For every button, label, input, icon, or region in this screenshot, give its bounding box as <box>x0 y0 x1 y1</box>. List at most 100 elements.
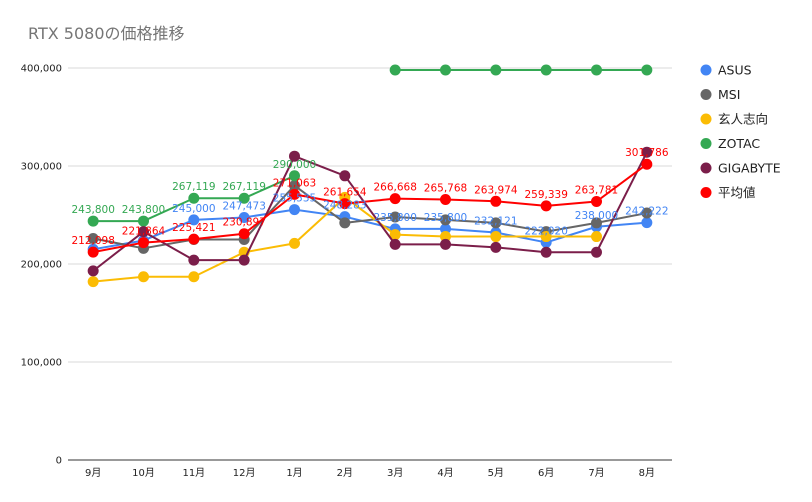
data-point <box>591 64 602 76</box>
data-label: 247,473 <box>222 200 265 212</box>
data-point <box>289 237 300 249</box>
data-label: 255,535 <box>273 193 316 205</box>
data-point <box>440 223 451 235</box>
data-point <box>389 64 401 76</box>
data-point <box>188 254 200 266</box>
data-point <box>389 229 401 241</box>
data-point <box>289 150 300 162</box>
data-point <box>188 214 200 226</box>
data-point <box>289 170 300 182</box>
data-point <box>641 207 653 219</box>
data-label: 221,864 <box>122 226 166 238</box>
legend-label: MSI <box>718 87 740 102</box>
chart-title: RTX 5080の価格推移 <box>28 24 185 43</box>
data-point <box>641 217 653 229</box>
data-label: 248,283 <box>323 200 366 212</box>
data-label: 245,000 <box>172 203 215 215</box>
series-line <box>92 208 647 251</box>
data-label: 232,121 <box>474 216 517 228</box>
legend-marker <box>700 113 712 125</box>
legend-marker <box>700 89 712 100</box>
x-tick-label: 2月 <box>337 467 353 479</box>
data-point <box>138 226 149 238</box>
data-point <box>87 215 99 227</box>
data-label: 235,800 <box>373 212 416 224</box>
legend-label: ZOTAC <box>718 136 760 151</box>
data-label: 263,781 <box>575 184 618 196</box>
data-point <box>440 231 451 243</box>
y-tick-label: 400,000 <box>21 64 62 75</box>
x-tick-label: 1月 <box>286 467 302 479</box>
x-tick-label: 8月 <box>639 467 655 479</box>
legend-marker <box>700 162 712 174</box>
data-point <box>440 64 451 76</box>
data-point <box>440 194 451 206</box>
x-tick-label: 10月 <box>132 467 155 479</box>
legend-marker <box>700 187 712 198</box>
data-label: 243,800 <box>122 204 165 216</box>
gridlines <box>68 67 672 461</box>
series-lines <box>87 64 653 288</box>
data-point <box>389 211 401 223</box>
data-point <box>540 64 552 76</box>
legend-label: 玄人志向 <box>718 112 768 127</box>
data-point <box>591 246 602 258</box>
data-point <box>641 64 653 76</box>
y-tick-label: 100,000 <box>21 358 62 369</box>
legend-label: ASUS <box>718 63 752 78</box>
data-point <box>87 276 99 288</box>
x-tick-label: 3月 <box>387 467 403 479</box>
data-point <box>87 246 99 258</box>
data-label: 222,020 <box>524 225 567 237</box>
data-label: 235,800 <box>424 212 467 224</box>
y-tick-label: 0 <box>56 456 62 467</box>
data-point <box>238 211 250 223</box>
data-point <box>490 231 502 243</box>
data-point <box>490 217 502 229</box>
data-label: 243,800 <box>71 204 114 216</box>
x-tick-label: 6月 <box>538 467 554 479</box>
y-tick-label: 300,000 <box>21 162 62 173</box>
data-label: 261,654 <box>323 187 367 199</box>
y-tick-label: 200,000 <box>21 260 62 271</box>
data-point <box>238 254 250 266</box>
data-label: 290,000 <box>273 159 316 171</box>
x-tick-label: 5月 <box>488 467 504 479</box>
data-point <box>289 204 300 216</box>
x-tick-label: 11月 <box>182 467 205 479</box>
data-label: 267,119 <box>172 181 215 193</box>
axes: 0 100,000 200,000 300,000 400,000 9月 10月 11月 12月… <box>21 64 655 480</box>
data-point <box>490 195 502 207</box>
x-tick-label: 4月 <box>437 467 453 479</box>
x-tick-label: 7月 <box>588 467 604 479</box>
data-label: 242,222 <box>625 206 668 218</box>
data-point <box>238 192 250 204</box>
data-label: 267,119 <box>222 181 265 193</box>
data-label: 271,063 <box>273 177 316 189</box>
x-tick-label: 12月 <box>233 467 256 479</box>
data-point <box>490 241 502 253</box>
data-point <box>339 170 351 182</box>
legend-label: 平均値 <box>718 185 756 200</box>
data-label: 212,098 <box>71 235 114 247</box>
data-point <box>540 246 552 258</box>
data-labels: 245,000 247,473 255,535 248,283 235,800 235,8… <box>71 147 668 247</box>
data-point <box>591 231 602 243</box>
data-point <box>188 271 200 283</box>
data-point <box>440 238 451 250</box>
data-label: 238,000 <box>575 210 618 222</box>
data-point <box>540 200 552 212</box>
data-point <box>188 192 200 204</box>
data-point <box>289 180 300 192</box>
x-tick-label: 9月 <box>85 467 101 479</box>
data-label: 301,786 <box>625 147 669 159</box>
series-line <box>92 151 648 272</box>
data-point <box>138 215 149 227</box>
data-label: 263,974 <box>474 184 518 196</box>
data-label: 259,339 <box>524 189 567 201</box>
data-point <box>591 195 602 207</box>
series-line <box>92 163 648 254</box>
data-point <box>490 64 502 76</box>
data-point <box>87 265 99 277</box>
data-point <box>188 233 200 245</box>
